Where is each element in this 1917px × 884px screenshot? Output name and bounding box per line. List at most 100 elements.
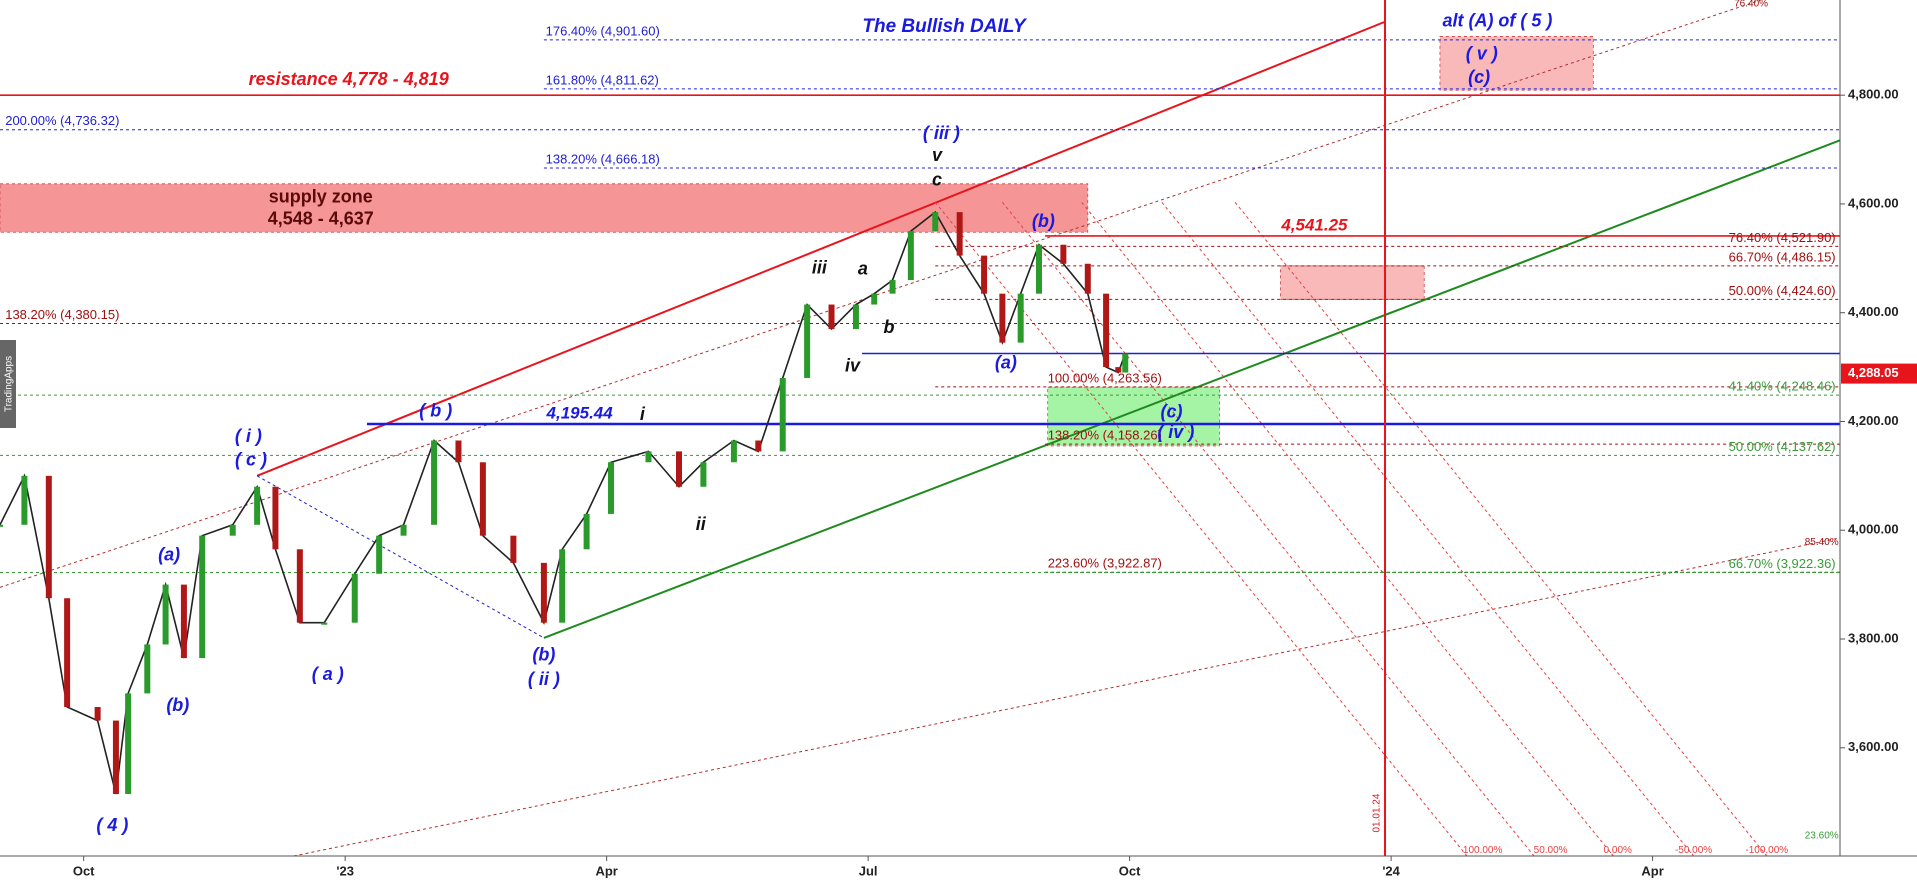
candle-body bbox=[144, 644, 151, 694]
y-tick-label: 4,000.00 bbox=[1848, 522, 1899, 537]
annotation: c bbox=[932, 169, 942, 189]
level-label: 100.00% (4,263.56) bbox=[1048, 370, 1162, 385]
annotation: (c) bbox=[1160, 402, 1182, 422]
candle-body bbox=[0, 524, 3, 527]
annotation: ( b ) bbox=[419, 400, 452, 420]
plot-area bbox=[0, 0, 1840, 856]
annotation: (a) bbox=[158, 545, 180, 565]
candle-body bbox=[45, 475, 52, 599]
annotation: v bbox=[932, 145, 943, 165]
candle-body bbox=[1035, 244, 1042, 294]
level-label: 138.20% (4,380.15) bbox=[5, 307, 119, 322]
level-label: 138.20% (4,158.26) bbox=[1048, 428, 1162, 443]
trendline bbox=[1234, 201, 1768, 856]
annotation: i bbox=[640, 404, 646, 424]
trendline bbox=[543, 139, 1840, 639]
trendline bbox=[934, 201, 1468, 856]
level-label: 66.70% (4,486.15) bbox=[1729, 249, 1836, 264]
x-tick-label: Oct bbox=[73, 863, 95, 878]
annotation: ( ii ) bbox=[528, 669, 560, 689]
annotation: (a) bbox=[995, 353, 1017, 373]
level-label: 138.20% (4,666.18) bbox=[546, 151, 660, 166]
candle-body bbox=[1122, 353, 1129, 373]
annotation: alt (A) of ( 5 ) bbox=[1442, 11, 1552, 31]
candle-body bbox=[608, 462, 615, 514]
annotation: ( iv ) bbox=[1157, 422, 1194, 442]
zone bbox=[1047, 386, 1220, 447]
level-label: 41.40% (4,248.46) bbox=[1729, 379, 1836, 394]
x-tick-label: Jul bbox=[859, 863, 878, 878]
candle-body bbox=[559, 549, 566, 623]
annotation: a bbox=[858, 258, 868, 278]
candle-body bbox=[180, 584, 187, 659]
candle-body bbox=[804, 304, 811, 378]
candle-body bbox=[112, 720, 119, 795]
y-tick-label: 3,800.00 bbox=[1848, 630, 1899, 645]
annotation: 23.60% bbox=[1805, 831, 1839, 842]
watermark-box bbox=[0, 340, 16, 428]
last-price-label: 4,288.05 bbox=[1848, 365, 1899, 380]
annotation: ( c ) bbox=[235, 449, 267, 469]
overlay: 176.40% (4,901.60) 161.80% (4,811.62) 200.… bbox=[5, 0, 1839, 856]
candle-body bbox=[540, 562, 547, 623]
annotation: 85.40% bbox=[1805, 537, 1839, 548]
candle-body bbox=[94, 706, 101, 721]
candle-body bbox=[999, 293, 1006, 343]
zone bbox=[1439, 36, 1594, 91]
price-line bbox=[0, 210, 1127, 795]
candle-body bbox=[1084, 263, 1091, 294]
trendline bbox=[293, 537, 1840, 856]
candle-body bbox=[199, 535, 206, 659]
candle-body bbox=[956, 212, 963, 256]
candle-body bbox=[272, 486, 279, 550]
candle-body bbox=[1017, 293, 1024, 343]
level-label: 223.60% (3,922.87) bbox=[1048, 556, 1162, 571]
last-price-tag bbox=[1841, 363, 1917, 384]
annotation: ( v ) bbox=[1466, 44, 1498, 64]
level-label: 176.40% (4,901.60) bbox=[546, 23, 660, 38]
candle-body bbox=[907, 231, 914, 281]
candle-body bbox=[852, 304, 859, 330]
x-tick-label: '24 bbox=[1382, 863, 1400, 878]
annotation: (b) bbox=[166, 695, 189, 715]
annotation: b bbox=[884, 317, 895, 337]
candle-body bbox=[321, 622, 328, 625]
x-tick-label: Oct bbox=[1119, 863, 1141, 878]
candle-body bbox=[479, 462, 486, 536]
candle-body bbox=[889, 280, 896, 294]
candle-body bbox=[755, 440, 762, 452]
annotation: ii bbox=[696, 514, 707, 534]
level-label: 4,541.25 bbox=[1280, 215, 1348, 234]
date-line-label: 01.01.24 bbox=[1372, 793, 1383, 832]
y-tick-label: 4,800.00 bbox=[1848, 87, 1899, 102]
candle-body bbox=[871, 293, 878, 305]
level-label: 76.40% (4,521.90) bbox=[1729, 230, 1836, 245]
level-label: 66.70% (3,922.36) bbox=[1729, 556, 1836, 571]
candle-body bbox=[583, 513, 590, 550]
candle-body bbox=[1103, 293, 1110, 368]
annotation: ( 4 ) bbox=[96, 815, 128, 835]
chart-title: The Bullish DAILY bbox=[862, 16, 1028, 37]
trendline bbox=[1001, 201, 1535, 856]
y-tick-label: 4,200.00 bbox=[1848, 413, 1899, 428]
trendline bbox=[256, 475, 545, 639]
annotation: (c) bbox=[1468, 67, 1490, 87]
candle-body bbox=[645, 451, 652, 463]
annotation: 4,548 - 4,637 bbox=[268, 208, 374, 228]
candle-body bbox=[254, 486, 261, 525]
annotation: iv bbox=[845, 355, 861, 375]
level-label: 161.80% (4,811.62) bbox=[546, 72, 659, 87]
candle-body bbox=[351, 573, 358, 623]
level-label: 4,195.44 bbox=[546, 403, 614, 422]
candle-body bbox=[981, 255, 988, 294]
y-tick-label: 4,600.00 bbox=[1848, 195, 1899, 210]
candle-body bbox=[779, 377, 786, 452]
candle-body bbox=[400, 524, 407, 536]
candle-body bbox=[675, 451, 682, 487]
level-label: 200.00% (4,736.32) bbox=[5, 113, 119, 128]
candle-body bbox=[730, 440, 737, 463]
annotation: (b) bbox=[1032, 211, 1055, 231]
x-tick-label: Apr bbox=[595, 863, 617, 878]
